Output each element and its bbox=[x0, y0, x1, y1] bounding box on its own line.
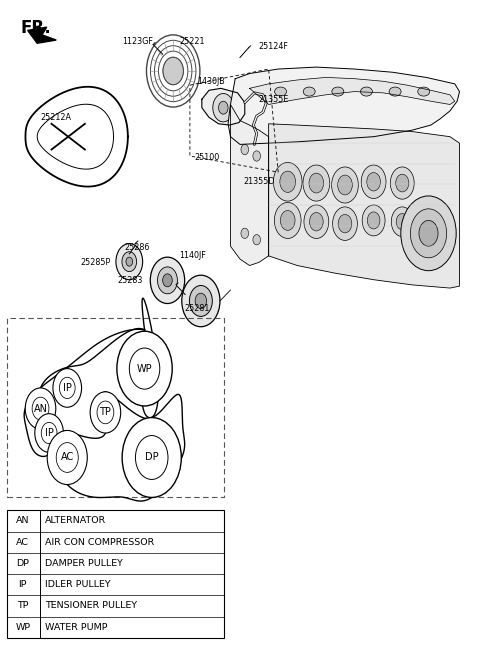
Circle shape bbox=[303, 165, 330, 201]
Circle shape bbox=[361, 165, 386, 199]
Circle shape bbox=[135, 435, 168, 479]
Ellipse shape bbox=[332, 87, 344, 96]
Circle shape bbox=[182, 275, 220, 327]
Circle shape bbox=[367, 173, 381, 191]
Text: DP: DP bbox=[16, 559, 29, 568]
Circle shape bbox=[362, 205, 385, 236]
Text: ALTERNATOR: ALTERNATOR bbox=[45, 516, 107, 525]
Text: 25100: 25100 bbox=[194, 153, 219, 162]
Text: 1123GF: 1123GF bbox=[122, 37, 153, 46]
Text: AN: AN bbox=[34, 404, 48, 413]
Text: IP: IP bbox=[19, 580, 27, 589]
Circle shape bbox=[419, 221, 438, 247]
Circle shape bbox=[195, 293, 206, 309]
Circle shape bbox=[163, 274, 172, 287]
Circle shape bbox=[117, 331, 172, 406]
Polygon shape bbox=[202, 89, 245, 125]
Text: WP: WP bbox=[137, 364, 152, 373]
Ellipse shape bbox=[418, 87, 430, 96]
Circle shape bbox=[391, 207, 413, 237]
Text: 25212A: 25212A bbox=[41, 113, 72, 122]
Circle shape bbox=[274, 162, 302, 201]
Circle shape bbox=[97, 401, 114, 424]
Text: FR.: FR. bbox=[21, 19, 51, 38]
Text: IP: IP bbox=[45, 428, 54, 438]
Circle shape bbox=[53, 369, 82, 407]
Circle shape bbox=[410, 209, 446, 258]
Circle shape bbox=[129, 348, 160, 389]
Text: DAMPER PULLEY: DAMPER PULLEY bbox=[45, 559, 123, 568]
Text: 21355D: 21355D bbox=[243, 177, 275, 186]
Polygon shape bbox=[228, 67, 459, 144]
Polygon shape bbox=[269, 124, 459, 288]
Circle shape bbox=[213, 94, 234, 122]
Circle shape bbox=[218, 101, 228, 114]
Circle shape bbox=[304, 205, 329, 239]
Text: 25283: 25283 bbox=[118, 276, 143, 285]
Circle shape bbox=[280, 171, 296, 192]
Circle shape bbox=[90, 392, 120, 433]
Circle shape bbox=[157, 267, 178, 294]
Bar bbox=[7, 510, 224, 638]
Circle shape bbox=[401, 196, 456, 270]
Circle shape bbox=[150, 257, 185, 303]
Circle shape bbox=[116, 244, 143, 280]
Text: 25285P: 25285P bbox=[81, 258, 111, 267]
Text: 25281: 25281 bbox=[184, 304, 210, 313]
Ellipse shape bbox=[275, 87, 287, 96]
Circle shape bbox=[190, 285, 212, 316]
Circle shape bbox=[122, 252, 137, 272]
Circle shape bbox=[309, 173, 324, 193]
Circle shape bbox=[122, 417, 181, 498]
Text: 25221: 25221 bbox=[180, 37, 205, 46]
Circle shape bbox=[332, 167, 359, 203]
Circle shape bbox=[310, 212, 323, 231]
Circle shape bbox=[56, 443, 78, 472]
Circle shape bbox=[275, 203, 301, 239]
Text: 1140JF: 1140JF bbox=[179, 250, 205, 259]
Circle shape bbox=[163, 57, 183, 85]
Circle shape bbox=[32, 397, 49, 420]
Text: IP: IP bbox=[63, 383, 72, 393]
Polygon shape bbox=[28, 27, 56, 43]
Text: 25286: 25286 bbox=[125, 243, 150, 252]
Text: 25124F: 25124F bbox=[258, 42, 288, 51]
Circle shape bbox=[390, 167, 414, 199]
Circle shape bbox=[241, 228, 249, 239]
Circle shape bbox=[47, 430, 87, 485]
Circle shape bbox=[253, 151, 261, 161]
Text: 21355E: 21355E bbox=[258, 95, 288, 104]
Text: IDLER PULLEY: IDLER PULLEY bbox=[45, 580, 111, 589]
Circle shape bbox=[396, 214, 408, 230]
Text: AN: AN bbox=[16, 516, 30, 525]
Polygon shape bbox=[230, 104, 269, 265]
Circle shape bbox=[367, 212, 380, 229]
Text: AIR CON COMPRESSOR: AIR CON COMPRESSOR bbox=[45, 538, 155, 547]
Text: WP: WP bbox=[15, 623, 30, 631]
Text: AC: AC bbox=[16, 538, 29, 547]
Circle shape bbox=[126, 257, 132, 266]
Circle shape bbox=[338, 214, 352, 233]
Ellipse shape bbox=[303, 87, 315, 96]
Text: AC: AC bbox=[60, 452, 74, 463]
Polygon shape bbox=[250, 78, 455, 104]
Ellipse shape bbox=[360, 87, 372, 96]
Circle shape bbox=[60, 377, 75, 399]
Circle shape bbox=[41, 422, 57, 444]
Circle shape bbox=[253, 235, 261, 245]
Circle shape bbox=[396, 174, 409, 192]
Circle shape bbox=[241, 144, 249, 155]
Circle shape bbox=[337, 175, 352, 195]
Text: WATER PUMP: WATER PUMP bbox=[45, 623, 108, 631]
Circle shape bbox=[25, 388, 56, 429]
Text: TP: TP bbox=[99, 408, 111, 417]
Text: 1430JB: 1430JB bbox=[197, 78, 225, 87]
Circle shape bbox=[35, 413, 63, 452]
Text: TP: TP bbox=[17, 602, 29, 611]
Circle shape bbox=[280, 210, 295, 230]
Text: TENSIONER PULLEY: TENSIONER PULLEY bbox=[45, 602, 137, 611]
Text: DP: DP bbox=[145, 452, 158, 463]
Ellipse shape bbox=[389, 87, 401, 96]
Circle shape bbox=[333, 207, 358, 241]
